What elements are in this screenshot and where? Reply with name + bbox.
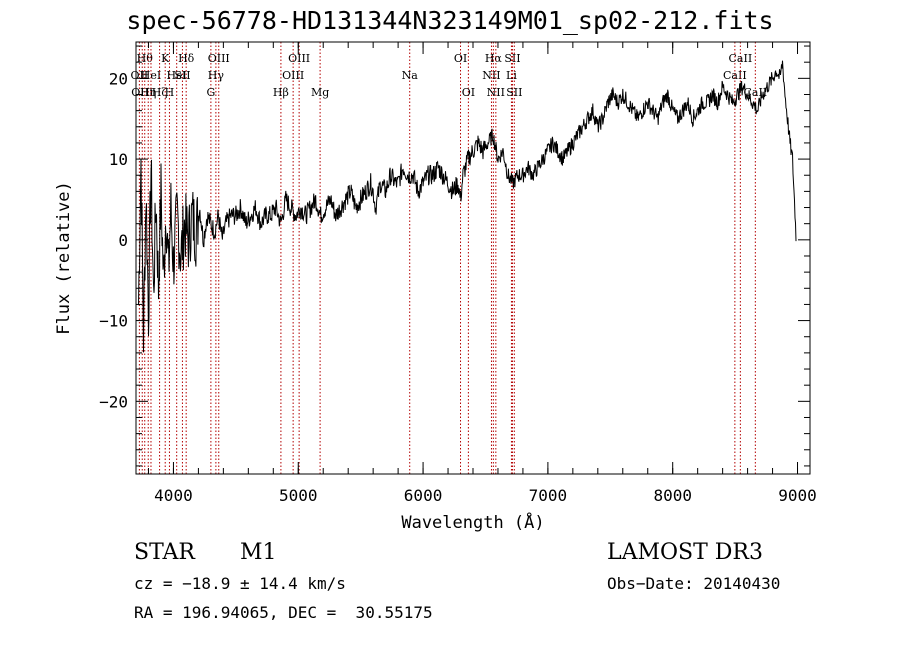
spectral-line-label: SII	[504, 52, 520, 65]
redshift-cz: cz = −18.9 ± 14.4 km/s	[134, 574, 346, 593]
y-axis-label: Flux (relative)	[54, 181, 74, 335]
object-class: STAR	[134, 540, 195, 565]
x-axis-ticks: 4000 5000 6000 7000 8000 9000	[147, 42, 817, 505]
plot-frame	[135, 41, 811, 475]
spectral-line-label: OIII	[208, 52, 230, 65]
x-tick-label: 9000	[778, 486, 817, 505]
spectral-line-label: Li	[506, 69, 517, 82]
spectral-line-label: OI	[454, 52, 467, 65]
spectral-line-label: HeI	[141, 69, 161, 82]
spectral-line-label: Hα	[485, 52, 503, 65]
y-tick-label: 20	[109, 69, 128, 88]
spectral-line-label: NII	[487, 86, 505, 99]
spectral-line-label: OI	[462, 86, 475, 99]
y-tick-label: −10	[99, 312, 128, 331]
ra-dec-coordinates: RA = 196.94065, DEC = 30.55175	[134, 603, 433, 622]
spectral-line-label: Na	[402, 69, 419, 82]
chart-title: spec-56778-HD131344N323149M01_sp02-212.f…	[126, 6, 774, 35]
spectral-line-label: OIII	[282, 69, 304, 82]
spectral-line-label: SII	[506, 86, 522, 99]
spectral-line-label: Mg	[311, 86, 329, 99]
y-tick-label: 0	[118, 231, 128, 250]
x-axis-label: Wavelength (Å)	[401, 511, 544, 533]
y-tick-label: 10	[109, 150, 128, 169]
spectral-lines-layer: OIIOIIIHθHηHeIHζKHHeISIIHδGHγOIIIHβOIIIO…	[131, 42, 767, 474]
spectral-line-label: OIII	[288, 52, 310, 65]
x-tick-label: 8000	[653, 486, 692, 505]
x-tick-label: 6000	[404, 486, 443, 505]
spectral-line-label: CaII	[729, 52, 753, 65]
spectral-line-label: Hζ	[152, 86, 168, 99]
spectral-line-label: G	[206, 86, 215, 99]
y-tick-label: −20	[99, 392, 128, 411]
spectral-line-label: Hη	[140, 86, 156, 99]
x-tick-label: 5000	[279, 486, 318, 505]
observation-date: Obs−Date: 20140430	[607, 574, 781, 593]
object-subclass: M1	[240, 540, 277, 565]
spectral-line-label: H	[165, 86, 175, 99]
spectral-line-label: NII	[482, 69, 500, 82]
spectral-line-label: K	[161, 52, 170, 65]
spectral-line-label: SII	[174, 69, 190, 82]
spectral-line-label: Hβ	[273, 86, 289, 99]
spectral-line-label: Hγ	[208, 69, 225, 82]
y-axis-ticks: −20 −10 0 10 20	[99, 45, 810, 467]
x-tick-label: 4000	[154, 486, 193, 505]
x-tick-label: 7000	[529, 486, 568, 505]
spectral-line-label: HeI	[166, 69, 186, 82]
flux-series-line	[138, 60, 797, 353]
survey-name: LAMOST DR3	[607, 540, 763, 565]
spectral-line-label: Hδ	[178, 52, 195, 65]
spectral-line-label: CaII	[723, 69, 747, 82]
